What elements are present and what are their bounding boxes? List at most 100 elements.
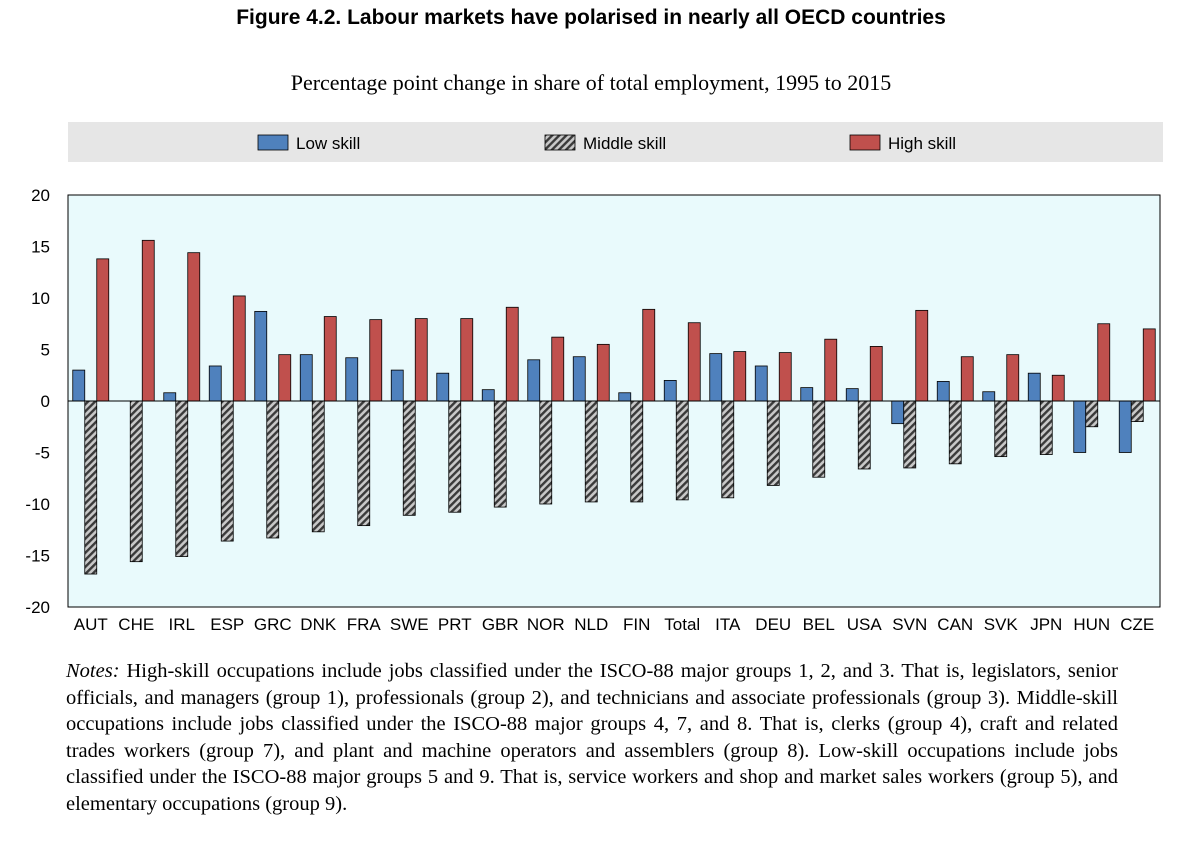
bar-high-skill-prt — [460, 318, 474, 402]
bar-high-skill-fra — [369, 319, 383, 402]
bar-high-skill-svk — [1006, 354, 1020, 402]
bar-middle-skill-jpn — [1039, 400, 1053, 455]
bar-low-skill-ita — [709, 353, 723, 402]
bar-high-skill-total — [687, 322, 701, 402]
bar-middle-skill-ita — [721, 400, 735, 499]
bar-low-skill-gbr — [481, 389, 495, 402]
legend-background — [68, 122, 1163, 162]
bar-low-skill-jpn — [1027, 372, 1041, 402]
y-tick-label: 20 — [31, 186, 50, 205]
bar-high-skill-cze — [1142, 328, 1156, 402]
y-tick-label: -20 — [25, 598, 50, 617]
bar-low-skill-swe — [390, 369, 404, 402]
bar-low-skill-prt — [436, 372, 450, 402]
notes-text: High-skill occupations include jobs clas… — [66, 660, 1119, 815]
bar-middle-skill-gbr — [493, 400, 507, 508]
y-axis-ticks: 20 15 10 5 0 -5 -10 -15 -20 — [25, 186, 50, 617]
x-tick-label: GRC — [254, 615, 292, 634]
bar-chart: Low skill Middle skill High skill 20 15 10 5 0… — [25, 122, 1163, 634]
y-tick-label: 10 — [31, 289, 50, 308]
bar-low-skill-deu — [754, 365, 768, 402]
x-axis-labels: AUT CHE IRL ESP GRC DNK FRA SWE PRT GBR NOR NLD FIN T… — [74, 615, 1155, 634]
bar-high-skill-gbr — [505, 306, 519, 402]
legend-label-high-skill: High skill — [888, 134, 956, 153]
y-tick-label: 15 — [31, 238, 50, 257]
bar-low-skill-bel — [800, 387, 814, 402]
bar-high-skill-esp — [232, 295, 246, 402]
bar-middle-skill-usa — [857, 400, 871, 470]
bar-middle-skill-nld — [584, 400, 598, 503]
bar-low-skill-can — [936, 381, 950, 402]
x-tick-label: SWE — [390, 615, 429, 634]
x-tick-label: NOR — [527, 615, 565, 634]
bar-middle-skill-total — [675, 400, 689, 501]
bar-middle-skill-nor — [539, 400, 553, 505]
bar-middle-skill-che — [129, 400, 143, 563]
bar-high-skill-jpn — [1051, 374, 1065, 402]
x-tick-label: IRL — [169, 615, 195, 634]
bar-middle-skill-fin — [630, 400, 644, 503]
bar-middle-skill-svn — [903, 400, 917, 469]
bar-high-skill-irl — [187, 252, 201, 402]
bar-high-skill-fin — [642, 308, 656, 402]
x-tick-label: GBR — [482, 615, 519, 634]
legend-swatch-low-skill — [257, 134, 289, 151]
figure-subtitle-text: Percentage point change in share of tota… — [290, 70, 892, 95]
bar-low-skill-cze — [1118, 400, 1132, 453]
x-tick-label: JPN — [1030, 615, 1062, 634]
x-tick-label: FRA — [347, 615, 382, 634]
x-tick-label: DNK — [300, 615, 337, 634]
bar-low-skill-grc — [254, 310, 268, 402]
bar-low-skill-usa — [845, 388, 859, 402]
legend-swatch-high-skill — [849, 134, 881, 151]
x-tick-label: ITA — [715, 615, 741, 634]
figure-title-text: Figure 4.2. Labour markets have polarise… — [236, 6, 946, 29]
x-tick-label: FIN — [623, 615, 650, 634]
x-tick-label: USA — [847, 615, 883, 634]
bar-high-skill-nld — [596, 343, 610, 402]
bar-high-skill-deu — [778, 352, 792, 402]
bar-high-skill-svn — [915, 309, 929, 402]
x-tick-label: SVK — [984, 615, 1019, 634]
bar-low-skill-total — [663, 379, 677, 402]
figure-subtitle: Percentage point change in share of tota… — [0, 70, 1200, 96]
x-tick-label: CHE — [118, 615, 154, 634]
bar-high-skill-grc — [278, 354, 292, 402]
bar-middle-skill-prt — [448, 400, 462, 513]
bar-low-skill-svk — [982, 391, 996, 402]
legend: Low skill Middle skill High skill — [257, 134, 956, 153]
bar-middle-skill-fra — [357, 400, 371, 527]
x-tick-label: CAN — [937, 615, 973, 634]
x-tick-label: ESP — [210, 615, 244, 634]
x-tick-label: PRT — [438, 615, 472, 634]
bar-middle-skill-can — [948, 400, 962, 465]
bar-high-skill-che — [141, 239, 155, 402]
bar-middle-skill-dnk — [311, 400, 325, 533]
bar-low-skill-nor — [527, 359, 541, 402]
bar-high-skill-swe — [414, 318, 428, 402]
bar-middle-skill-bel — [812, 400, 826, 478]
bar-low-skill-svn — [891, 400, 905, 425]
x-tick-label: SVN — [892, 615, 927, 634]
bar-high-skill-bel — [824, 338, 838, 402]
figure-title: Figure 4.2. Labour markets have polarise… — [0, 6, 1200, 30]
y-tick-label: 5 — [41, 341, 50, 360]
y-tick-label: -5 — [35, 444, 50, 463]
bar-high-skill-can — [960, 356, 974, 402]
bar-low-skill-fin — [618, 392, 632, 402]
bar-middle-skill-aut — [84, 400, 98, 575]
legend-label-middle-skill: Middle skill — [583, 134, 666, 153]
bar-high-skill-usa — [869, 346, 883, 402]
bar-middle-skill-svk — [994, 400, 1008, 458]
bars — [72, 239, 1156, 575]
bar-low-skill-aut — [72, 369, 86, 402]
y-tick-label: 0 — [41, 392, 50, 411]
bar-low-skill-irl — [163, 392, 177, 402]
bar-low-skill-dnk — [299, 354, 313, 402]
figure-notes: Notes: High-skill occupations include jo… — [66, 658, 1118, 817]
bar-high-skill-hun — [1097, 323, 1111, 402]
bar-high-skill-aut — [96, 258, 110, 402]
legend-swatch-middle-skill — [544, 134, 576, 151]
y-tick-label: -10 — [25, 495, 50, 514]
x-tick-label: HUN — [1073, 615, 1110, 634]
